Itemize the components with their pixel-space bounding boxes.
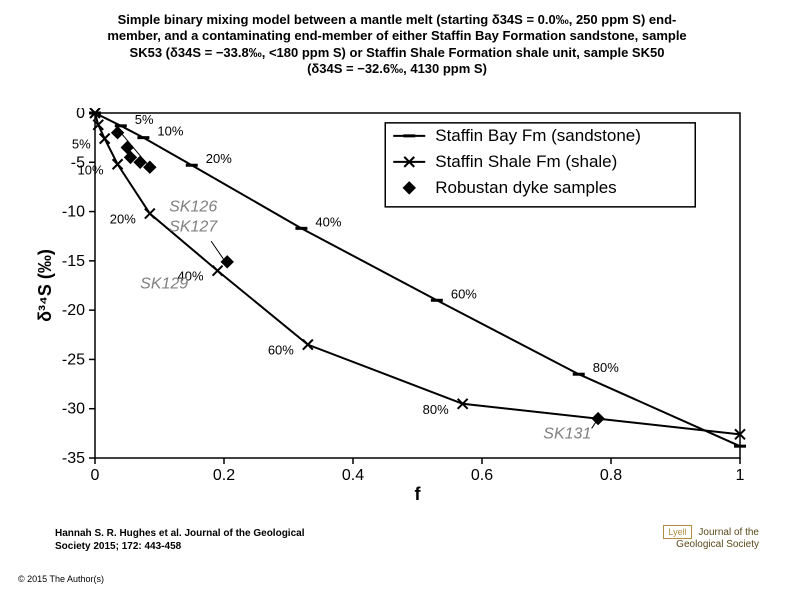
svg-text:Staffin Bay Fm (sandstone): Staffin Bay Fm (sandstone) xyxy=(435,126,641,145)
journal-name-2: Geological Society xyxy=(676,539,759,550)
svg-text:0.6: 0.6 xyxy=(471,467,493,484)
svg-text:-35: -35 xyxy=(62,450,85,467)
svg-text:5%: 5% xyxy=(135,112,154,127)
mixing-model-chart: 00.20.40.60.810-5-10-15-20-25-30-35fδ³⁴S… xyxy=(35,108,755,503)
svg-text:20%: 20% xyxy=(110,212,136,227)
svg-text:f: f xyxy=(415,484,422,503)
svg-text:Staffin Shale Fm (shale): Staffin Shale Fm (shale) xyxy=(435,152,617,171)
svg-text:SK126: SK126 xyxy=(169,199,217,216)
svg-text:δ³⁴S (‰): δ³⁴S (‰) xyxy=(35,249,55,322)
journal-name-1: Journal of the xyxy=(698,527,759,538)
svg-text:10%: 10% xyxy=(157,124,183,139)
svg-text:60%: 60% xyxy=(268,343,294,358)
svg-text:80%: 80% xyxy=(423,402,449,417)
svg-text:1: 1 xyxy=(736,467,745,484)
citation-line-1: Hannah S. R. Hughes et al. Journal of th… xyxy=(55,528,304,539)
title-line-2: member, and a contaminating end-member o… xyxy=(107,28,686,43)
title-line-3: SK53 (δ34S = −33.8‰, <180 ppm S) or Staf… xyxy=(130,45,665,60)
svg-text:60%: 60% xyxy=(451,286,477,301)
figure-title: Simple binary mixing model between a man… xyxy=(0,0,794,77)
journal-logo: Lyell Journal of the Geological Society xyxy=(663,525,759,550)
citation-line-2: Society 2015; 172: 443-458 xyxy=(55,541,181,552)
svg-text:-10: -10 xyxy=(62,204,85,221)
svg-text:SK131: SK131 xyxy=(543,425,591,442)
svg-text:80%: 80% xyxy=(593,360,619,375)
lyell-badge: Lyell xyxy=(663,525,691,539)
svg-text:SK129: SK129 xyxy=(140,275,188,292)
svg-text:0.8: 0.8 xyxy=(600,467,622,484)
citation: Hannah S. R. Hughes et al. Journal of th… xyxy=(55,528,304,553)
copyright: © 2015 The Author(s) xyxy=(18,574,104,584)
svg-text:40%: 40% xyxy=(315,214,341,229)
svg-text:5%: 5% xyxy=(72,137,91,152)
svg-text:-30: -30 xyxy=(62,401,85,418)
title-line-1: Simple binary mixing model between a man… xyxy=(118,12,677,27)
svg-text:0.2: 0.2 xyxy=(213,467,235,484)
svg-text:Robustan dyke samples: Robustan dyke samples xyxy=(435,178,616,197)
svg-text:-25: -25 xyxy=(62,351,85,368)
svg-text:20%: 20% xyxy=(206,151,232,166)
title-line-4: (δ34S = −32.6‰, 4130 ppm S) xyxy=(307,61,487,76)
svg-text:SK127: SK127 xyxy=(169,218,218,235)
svg-text:0: 0 xyxy=(91,467,100,484)
svg-text:-15: -15 xyxy=(62,253,85,270)
svg-text:-20: -20 xyxy=(62,302,85,319)
svg-text:0: 0 xyxy=(76,108,85,122)
svg-text:0.4: 0.4 xyxy=(342,467,364,484)
svg-text:10%: 10% xyxy=(78,162,104,177)
